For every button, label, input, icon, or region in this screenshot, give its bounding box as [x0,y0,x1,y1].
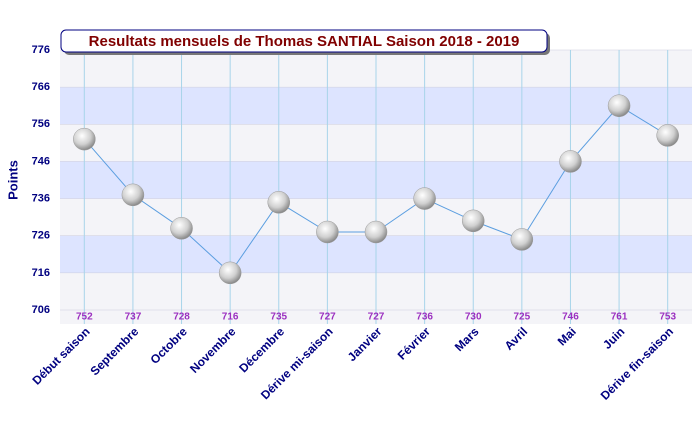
chart-title: Resultats mensuels de Thomas SANTIAL Sai… [89,33,520,50]
value-label: 727 [319,312,336,323]
y-tick-label: 736 [32,192,50,204]
data-point [170,217,193,240]
y-tick-label: 706 [32,304,50,316]
y-axis-label: Points [5,160,20,200]
value-label: 725 [514,312,531,323]
value-label: 716 [222,312,239,323]
y-tick-label: 716 [32,267,50,279]
data-point [559,150,582,173]
y-tick-label: 726 [32,230,50,242]
data-point [510,228,534,251]
value-label: 752 [76,312,93,323]
y-tick-label: 776 [32,44,50,56]
value-label: 736 [416,312,433,323]
plot-area: 752 737 728 716 735 727 727 736 730 725 746 761 753 [60,49,692,324]
data-point [218,261,242,285]
y-tick-label: 746 [32,155,50,167]
value-label: 753 [659,312,676,323]
title-box [60,29,548,53]
data-point [316,220,339,244]
y-tick-label: 766 [32,81,50,93]
value-label: 728 [173,312,190,323]
data-point [656,124,679,147]
value-label: 730 [465,312,482,323]
data-point [73,127,96,151]
value-label: 727 [368,312,385,323]
data-point [267,191,291,214]
value-label: 746 [562,312,579,323]
data-point [364,220,388,244]
data-point [607,94,631,117]
data-point [121,183,145,207]
data-point [461,209,485,233]
y-tick-label: 756 [32,118,50,130]
value-label: 735 [270,312,287,323]
value-label: 737 [125,312,142,323]
data-point [413,187,436,210]
value-label: 761 [611,312,628,323]
